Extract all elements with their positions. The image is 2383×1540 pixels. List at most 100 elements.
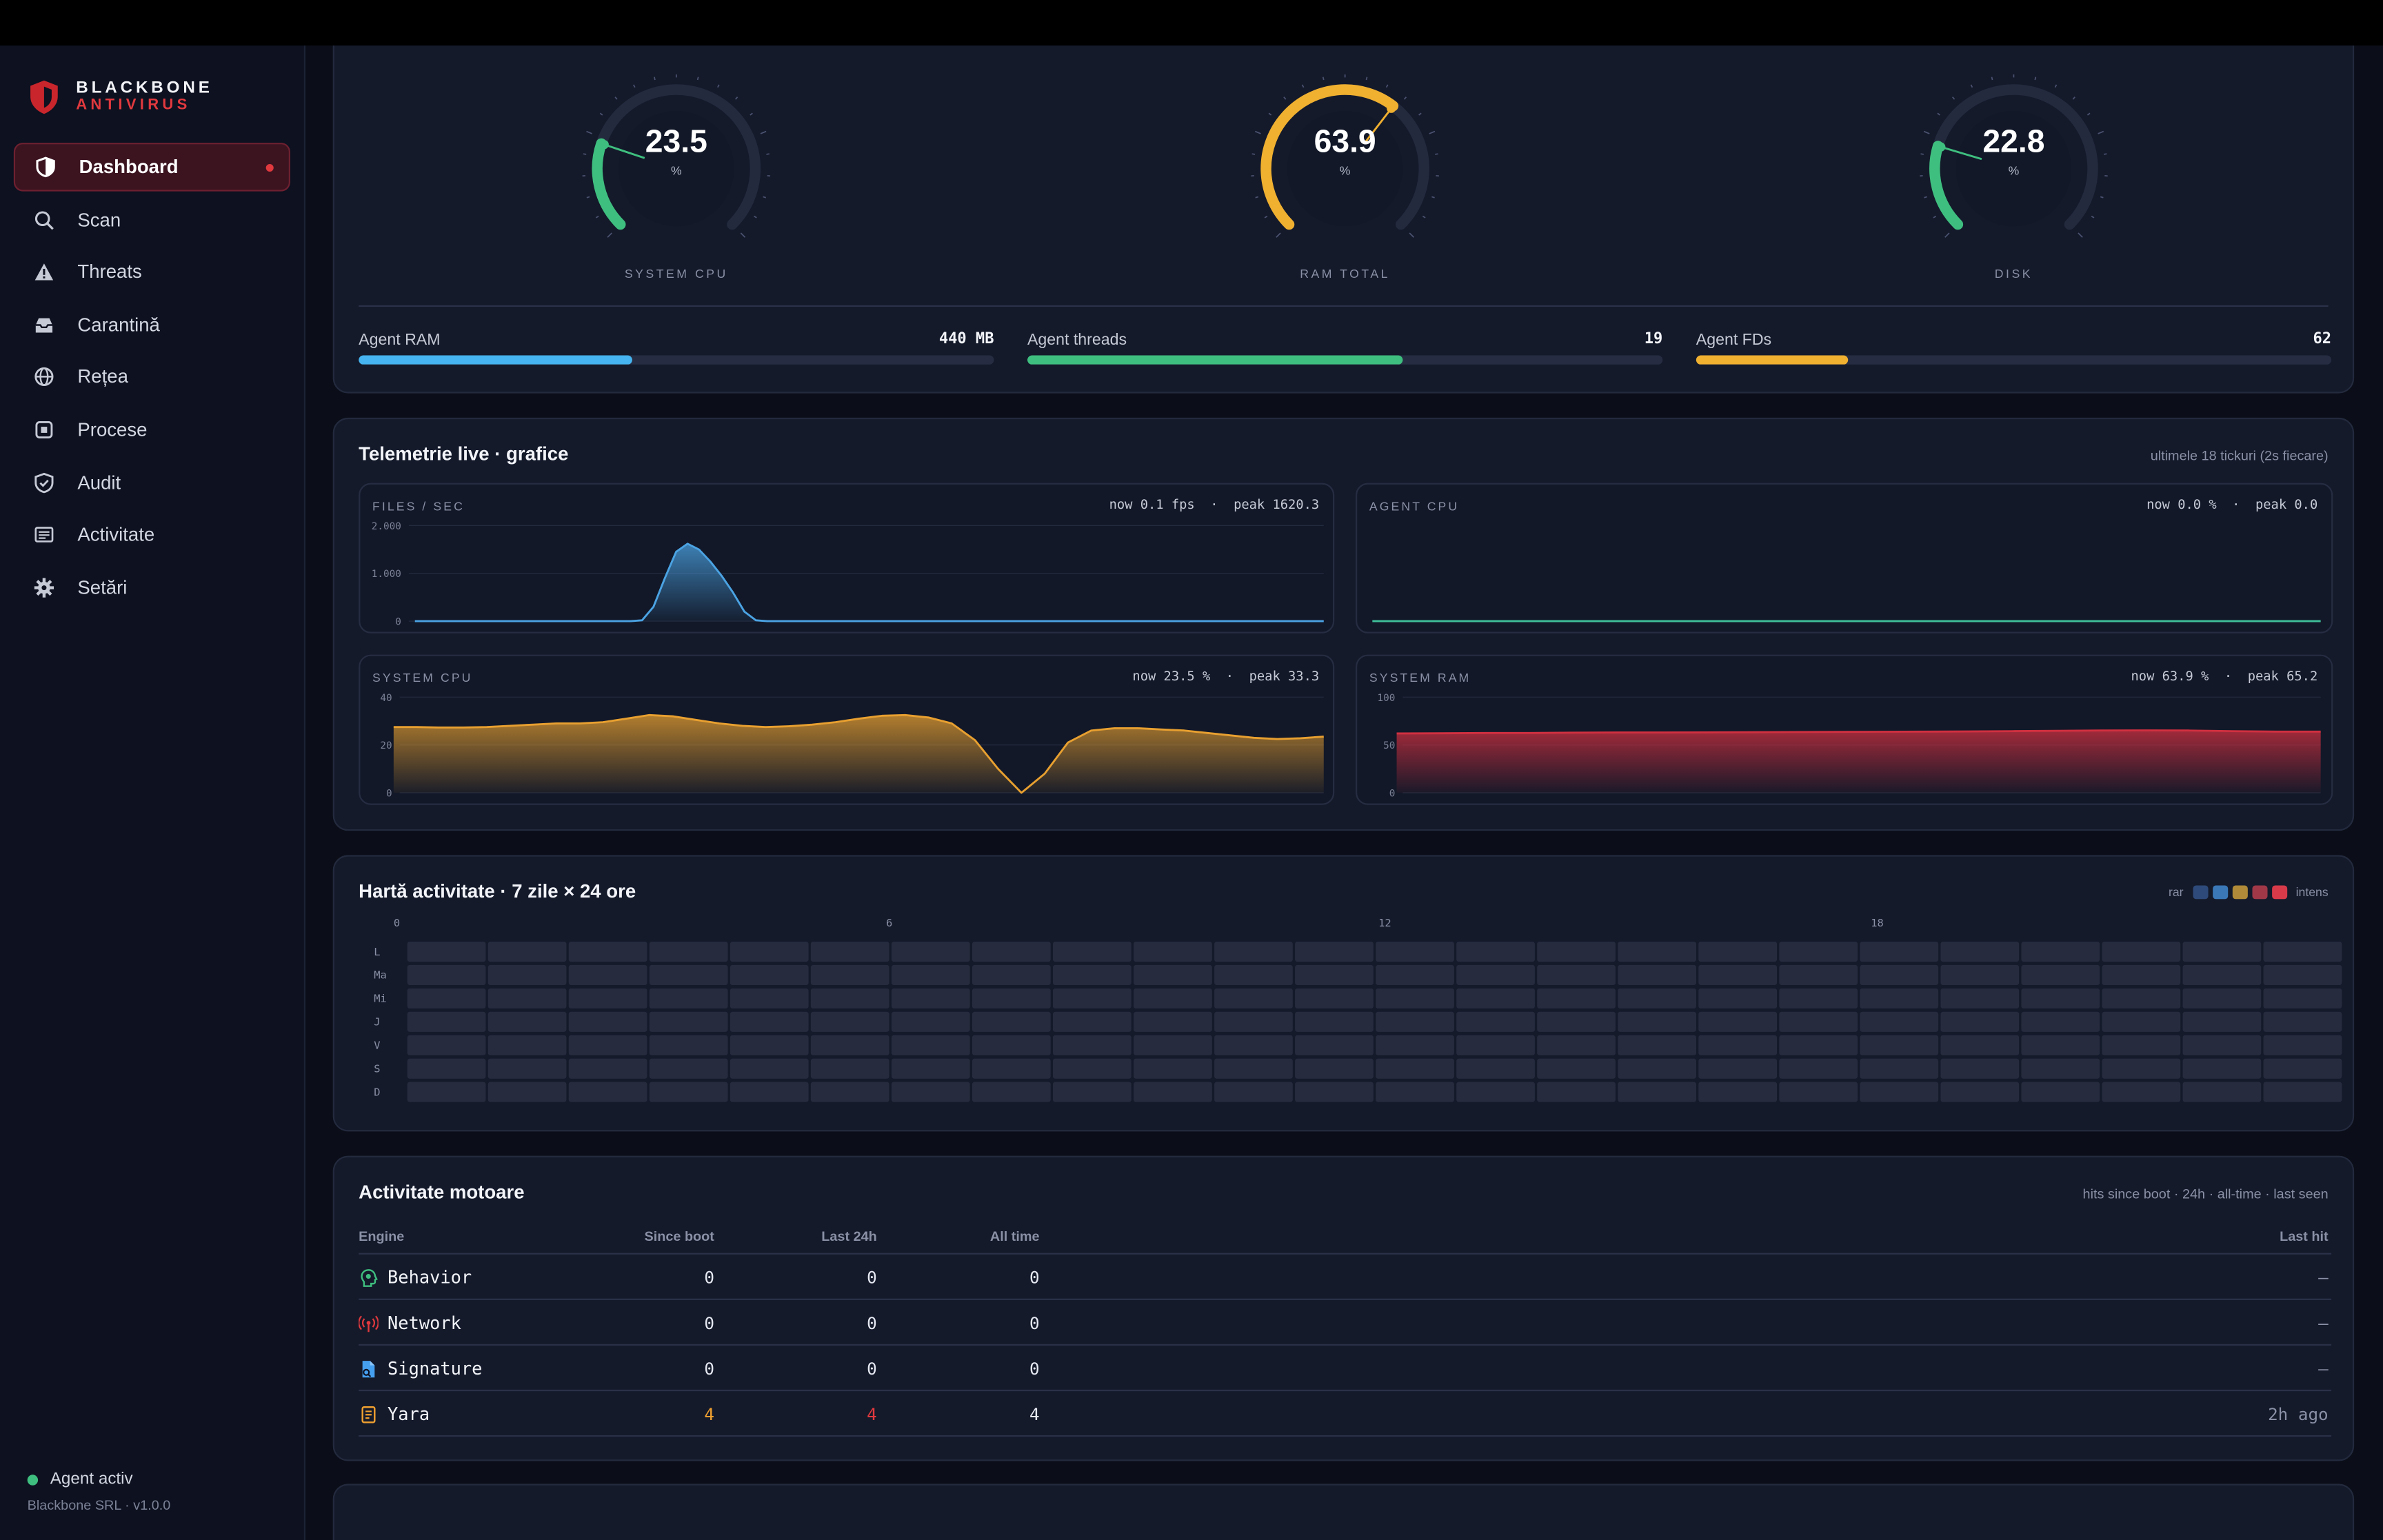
- gauge-tick: [2087, 112, 2091, 116]
- warning-icon: [32, 260, 56, 284]
- gauge-arc: [1260, 84, 1399, 230]
- heatmap-cell: [1053, 964, 1132, 985]
- heatmap-cell: [810, 1035, 889, 1055]
- gauge-tick: [1254, 130, 1261, 134]
- heatmap-cell: [1456, 1035, 1535, 1055]
- column-header-since-boot[interactable]: Since boot: [644, 1228, 714, 1244]
- gauge-tick: [1322, 77, 1325, 81]
- sidebar-item-threats[interactable]: Threats: [14, 248, 290, 297]
- heatmap-cell: [1134, 1058, 1212, 1079]
- heatmap-cell: [1053, 941, 1132, 962]
- heatmap-cell: [1940, 964, 2020, 985]
- heatmap-cell: [891, 1035, 970, 1055]
- gauge-tick: [1944, 232, 1950, 238]
- gauge-arc: [1929, 141, 1964, 230]
- heatmap-cell: [2263, 1011, 2342, 1032]
- heatmap-cell: [568, 964, 647, 985]
- heatmap-cell: [730, 1035, 809, 1055]
- gauge-tick: [1418, 112, 1422, 116]
- engine-name-behavior: Behavior: [359, 1266, 472, 1288]
- sidebar-item-scan[interactable]: Scan: [14, 195, 290, 244]
- heatmap-cell: [891, 1011, 970, 1032]
- heatmap-cell: [1860, 1082, 1939, 1102]
- heatmap-cell: [1537, 1058, 1616, 1079]
- heatmap-cell: [1940, 1011, 2020, 1032]
- heatmap-cell: [972, 941, 1051, 962]
- heatmap-cell: [1053, 1011, 1132, 1032]
- divider: [359, 1389, 2332, 1392]
- heatmap-cell: [1456, 988, 1535, 1009]
- sidebar-item-activity[interactable]: Activitate: [14, 511, 290, 560]
- column-header-last-hit[interactable]: Last hit: [2280, 1228, 2329, 1244]
- column-header-last-24h[interactable]: Last 24h: [821, 1228, 877, 1244]
- gauge-tick: [2054, 84, 2058, 88]
- sidebar-item-label: Carantină: [77, 314, 160, 336]
- heatmap-cell: [487, 1011, 567, 1032]
- hour-tick-label: 0: [394, 917, 400, 929]
- heatmap-cell: [1053, 1035, 1132, 1055]
- gauge-system-cpu: 23.5 % SYSTEM CPU: [570, 74, 783, 287]
- heatmap-cell: [2021, 1035, 2100, 1055]
- meter-fill: [1027, 355, 1402, 365]
- heatmap-cell: [1537, 1035, 1616, 1055]
- heatmap-cell: [1698, 1035, 1778, 1055]
- heatmap-cell: [649, 1082, 728, 1102]
- gauge-face: [1287, 110, 1403, 227]
- series-area: [414, 543, 1324, 622]
- heatmap-cell: [1053, 988, 1132, 1009]
- sidebar-item-label: Procese: [77, 419, 148, 440]
- column-header-all-time[interactable]: All time: [989, 1228, 1040, 1244]
- cell-last-hit: —: [2318, 1268, 2329, 1288]
- sidebar-item-dashboard[interactable]: Dashboard: [13, 143, 290, 192]
- heatmap-cell: [1618, 964, 1696, 985]
- main-content[interactable]: 23.5 % SYSTEM CPU 63.9 % RAM TOTAL 22.8 …: [305, 45, 2383, 1540]
- hour-tick-label: 6: [886, 917, 892, 929]
- sidebar-nav: Dashboard Scan Threats Carantină: [13, 143, 290, 616]
- heatmap-cell: [2102, 1058, 2181, 1079]
- heatmap-cell: [1698, 1082, 1778, 1102]
- column-header-engine[interactable]: Engine: [359, 1228, 405, 1244]
- heatmap-cell: [1456, 1082, 1535, 1102]
- heatmap-cell: [1779, 1035, 1858, 1055]
- heatmap-cell: [2182, 1035, 2262, 1055]
- heatmap-cell: [2182, 1082, 2262, 1102]
- gauge-tick: [2098, 130, 2104, 134]
- sidebar-item-processes[interactable]: Procese: [14, 405, 290, 454]
- gauge-tick: [607, 232, 612, 238]
- heatmap-cell: [1860, 941, 1939, 962]
- status-dot: [27, 1474, 39, 1485]
- heatmap-cell: [1698, 988, 1778, 1009]
- heatmap-cell: [1214, 1035, 1293, 1055]
- brand-logo[interactable]: BLACKBONE ANTIVIRUS: [28, 79, 213, 116]
- heatmap-cell: [407, 1035, 486, 1055]
- heatmap-cell: [2021, 1082, 2100, 1102]
- heatmap-cell: [1860, 1011, 1939, 1032]
- sidebar-item-settings[interactable]: Setări: [14, 563, 290, 612]
- brand-name: BLACKBONE: [76, 79, 213, 98]
- gauge-tick: [1429, 130, 1436, 134]
- gauge-dial: [582, 74, 771, 238]
- sidebar-item-network[interactable]: Rețea: [14, 353, 290, 402]
- heatmap-cell: [649, 964, 728, 985]
- gauge-tick: [595, 215, 599, 219]
- heatmap-cell: [1295, 1035, 1374, 1055]
- sidebar-item-audit[interactable]: Audit: [14, 458, 290, 507]
- gauge-unit: %: [1339, 163, 1351, 178]
- chart-stats: now 23.5 % · peak 33.3: [1132, 669, 1320, 685]
- heatmap-cell: [2102, 1035, 2181, 1055]
- heatmap-cell: [1376, 1082, 1454, 1102]
- heatmap-cell: [568, 988, 647, 1009]
- chart-title: FILES / SEC: [372, 499, 465, 514]
- heatmap-cell: [1134, 941, 1212, 962]
- heatmap-cell: [1940, 988, 2020, 1009]
- cell-last-24h: 4: [867, 1404, 877, 1425]
- heatmap-cell: [810, 941, 889, 962]
- y-tick-label: 0: [386, 789, 392, 800]
- heatmap-cell: [2182, 1011, 2262, 1032]
- brand-subtitle: ANTIVIRUS: [76, 97, 191, 114]
- heatmap-cell: [1779, 964, 1858, 985]
- divider: [359, 1435, 2332, 1437]
- sidebar-item-quarantine[interactable]: Carantină: [14, 301, 290, 349]
- gauge-value: 22.8: [1982, 124, 2045, 160]
